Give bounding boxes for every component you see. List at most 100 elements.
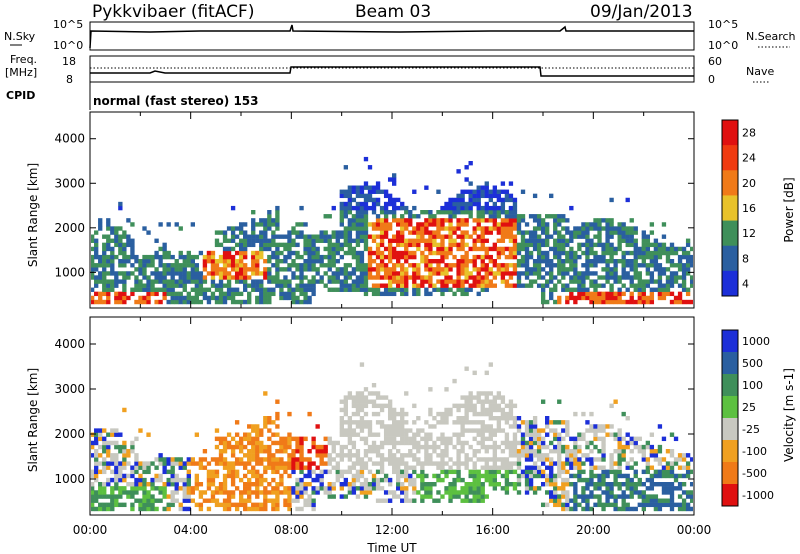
heatmap-cell [428,411,433,417]
heatmap-cell [677,486,683,491]
heatmap-cell [247,494,252,499]
heatmap-cell [468,399,473,404]
heatmap-cell [267,457,272,462]
heatmap-cell [649,449,655,454]
heatmap-cell [408,263,413,268]
heatmap-cell [339,193,344,199]
heatmap-cell [379,259,385,264]
heatmap-cell [98,271,103,276]
heatmap-cell [472,193,477,199]
nsearch-label: N.Search [746,30,796,43]
heatmap-cell [379,230,385,235]
heatmap-cell [500,210,506,215]
heatmap-cell [214,271,220,276]
heatmap-cell [613,246,618,252]
heatmap-cell [496,391,502,396]
heatmap-cell [508,440,514,446]
heatmap-cell [532,428,538,433]
heatmap-cell [416,457,421,462]
heatmap-cell [553,254,558,260]
heatmap-cell [267,226,272,231]
heatmap-cell [476,490,481,495]
heatmap-cell [456,222,461,227]
heatmap-cell [375,242,381,248]
heatmap-cell [396,263,401,268]
heatmap-cell [331,234,336,239]
heatmap-cell [375,254,381,260]
heatmap-cell [673,263,679,268]
heatmap-cell [383,498,389,503]
heatmap-cell [174,295,179,301]
heatmap-cell [561,428,566,433]
heatmap-cell [307,263,312,268]
heatmap-cell [504,210,510,215]
heatmap-cell [279,436,284,442]
heatmap-cell [303,250,308,256]
heatmap-cell [303,486,308,491]
heatmap-cell [621,230,626,235]
heatmap-cell [468,395,473,400]
heatmap-cell [275,263,280,268]
heatmap-cell [553,246,558,252]
heatmap-cell [577,230,582,235]
heatmap-cell [480,432,485,437]
heatmap-cell [335,267,340,272]
heatmap-cell [371,482,377,487]
heatmap-cell [557,222,562,227]
heatmap-cell [392,205,397,211]
heatmap-cell [243,230,248,235]
heatmap-cell [379,234,385,239]
heatmap-cell [665,283,671,288]
heatmap-cell [166,254,171,260]
heatmap-cell [508,411,514,417]
heatmap-cell [456,193,461,199]
heatmap-cell [335,440,340,446]
heatmap-cell [158,222,163,227]
heatmap-cell [363,193,369,199]
heatmap-cell [585,428,590,433]
heatmap-cell [452,490,457,495]
heatmap-cell [142,477,147,483]
heatmap-cell [545,465,550,470]
heatmap-cell [585,267,590,272]
heatmap-cell [508,254,514,260]
heatmap-cell [661,283,667,288]
heatmap-cell [673,246,679,252]
heatmap-cell [210,494,216,499]
heatmap-cell [468,457,473,462]
heatmap-cell [553,436,558,442]
heatmap-cell [371,432,377,437]
heatmap-cell [476,234,481,239]
heatmap-cell [540,259,546,264]
heatmap-cell [295,494,300,499]
heatmap-cell [492,407,497,413]
ytick-label: 3000 [54,176,85,190]
heatmap-cell [681,279,687,284]
heatmap-cell [222,440,228,446]
heatmap-cell [275,279,280,284]
heatmap-cell [629,238,634,243]
heatmap-cell [158,473,163,479]
heatmap-cell [396,205,401,211]
heatmap-cell [432,222,437,227]
heatmap-cell [327,238,332,243]
heatmap-cell [295,230,300,235]
heatmap-cell [440,287,445,292]
heatmap-cell [359,424,365,429]
heatmap-cell [444,473,449,479]
heatmap-cell [255,263,260,268]
heatmap-cell [432,238,437,243]
heatmap-cell [504,403,510,409]
heatmap-cell [520,238,526,243]
heatmap-cell [146,461,151,466]
heatmap-cell [222,234,228,239]
heatmap-cell [673,473,679,479]
heatmap-cell [629,242,634,248]
heatmap-cell [251,222,256,227]
heatmap-cell [492,457,497,462]
heatmap-cell [259,428,264,433]
heatmap-cell [222,267,228,272]
heatmap-cell [271,279,276,284]
heatmap-cell [114,234,119,239]
heatmap-cell [549,246,554,252]
